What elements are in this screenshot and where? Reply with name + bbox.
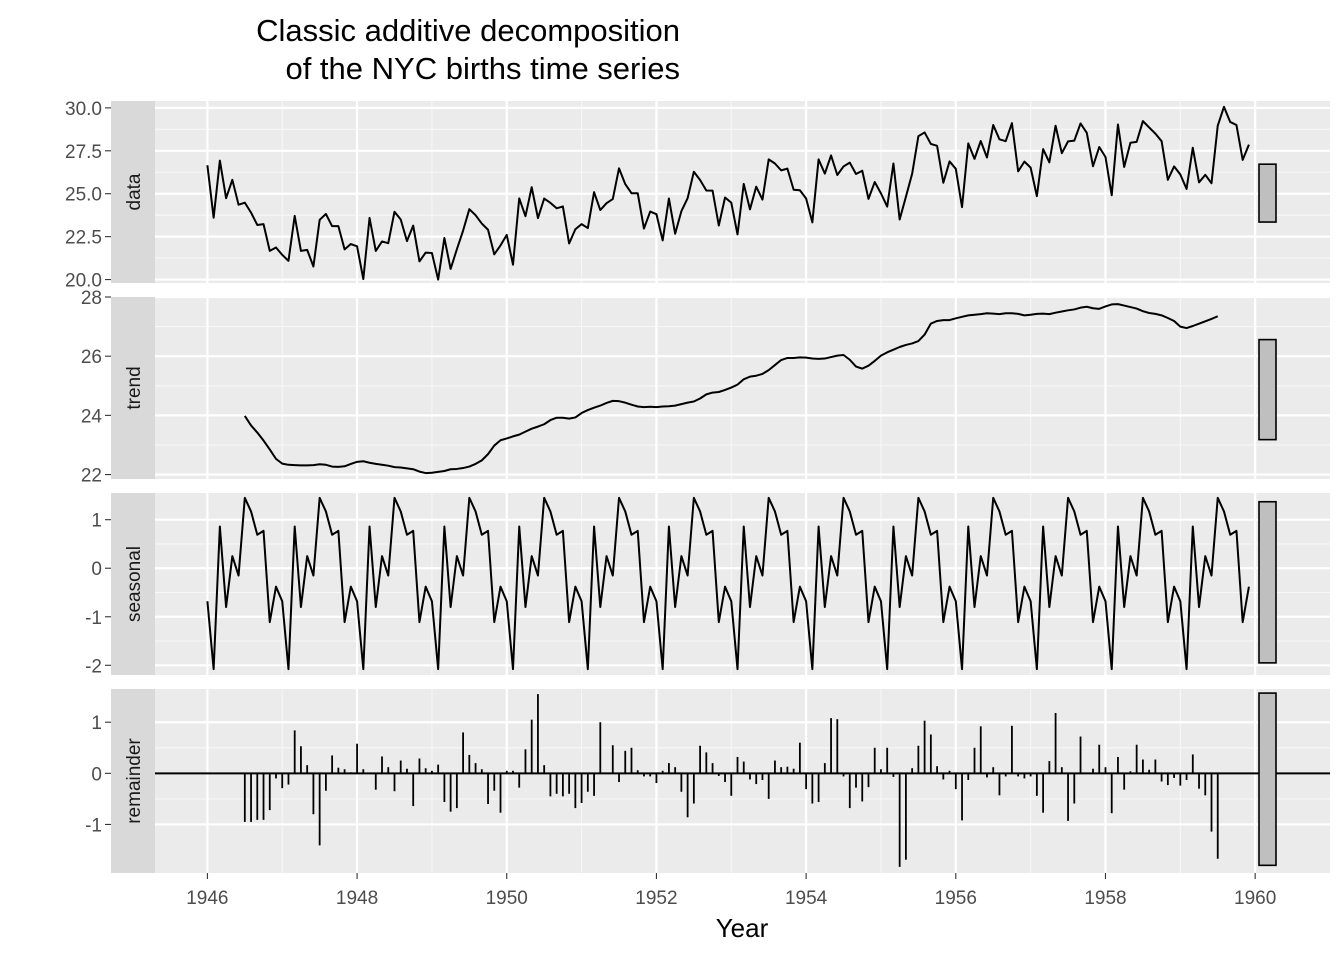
strip-label: trend — [124, 366, 145, 409]
range-bar — [1258, 163, 1277, 223]
strip-trend: trend — [111, 297, 155, 479]
y-tick-label: 25.0 — [65, 185, 102, 206]
strip-remainder: remainder — [111, 689, 155, 873]
x-tick-label: 1956 — [935, 888, 977, 909]
strip-label: seasonal — [124, 546, 145, 622]
y-tick-label: 22 — [81, 466, 102, 487]
series-line-trend — [243, 303, 1219, 475]
y-tick-label: 22.5 — [65, 228, 102, 249]
x-tick-label: 1948 — [336, 888, 378, 909]
y-tick-label: 24 — [81, 406, 103, 427]
panel-remainder: remainder -1 0 1 — [85, 689, 1330, 873]
strip-background — [111, 101, 155, 283]
range-bar — [1258, 500, 1277, 664]
x-tick-label: 1952 — [635, 888, 677, 909]
y-tick-label: 30.0 — [65, 99, 102, 120]
x-tick-label: 1950 — [486, 888, 528, 909]
strip-seasonal: seasonal — [111, 493, 155, 675]
strip-background — [111, 689, 155, 873]
panel-seasonal: seasonal -2 -1 0 1 — [85, 493, 1330, 677]
y-tick-label: 0 — [91, 764, 102, 785]
range-bar — [1258, 338, 1277, 441]
y-tick-label: 28 — [81, 288, 102, 309]
x-axis: 1946 1948 1950 1952 1954 1956 1958 1960 — [186, 873, 1276, 909]
strip-label: data — [124, 173, 145, 210]
chart-title-line-1: Classic additive decomposition — [256, 13, 680, 48]
y-tick-label: 1 — [91, 713, 102, 734]
x-tick-label: 1946 — [186, 888, 228, 909]
strip-data: data — [111, 101, 155, 283]
y-tick-label: -1 — [85, 815, 102, 836]
panel-background — [155, 493, 1330, 675]
y-tick-label: 20.0 — [65, 271, 102, 292]
panel-trend: trend 22 24 26 28 — [81, 288, 1330, 487]
panel-background — [155, 297, 1330, 479]
series-line-seasonal — [206, 496, 1250, 671]
y-tick-label: -2 — [85, 656, 102, 677]
strip-label: remainder — [124, 738, 145, 824]
range-bar — [1258, 692, 1277, 867]
x-tick-label: 1958 — [1084, 888, 1126, 909]
series-line-data — [206, 105, 1250, 281]
y-tick-label: 26 — [81, 347, 102, 368]
x-tick-label: 1954 — [785, 888, 828, 909]
y-tick-label: -1 — [85, 608, 102, 629]
panel-background — [155, 689, 1330, 873]
y-tick-label: 27.5 — [65, 142, 102, 163]
y-tick-label: 0 — [91, 559, 102, 580]
panel-data: data 20.0 22.5 25.0 27.5 30.0 — [65, 99, 1330, 292]
strip-background — [111, 297, 155, 479]
panels-layer: data 20.0 22.5 25.0 27.5 30.0 trend 22 24 26 28 sea… — [65, 99, 1330, 873]
chart-title: Classic additive decomposition of the NY… — [120, 12, 680, 88]
strip-background — [111, 493, 155, 675]
y-tick-label: 1 — [91, 511, 102, 532]
chart-title-line-2: of the NYC births time series — [285, 51, 680, 86]
x-tick-label: 1960 — [1234, 888, 1276, 909]
x-axis-label: Year — [716, 913, 769, 943]
